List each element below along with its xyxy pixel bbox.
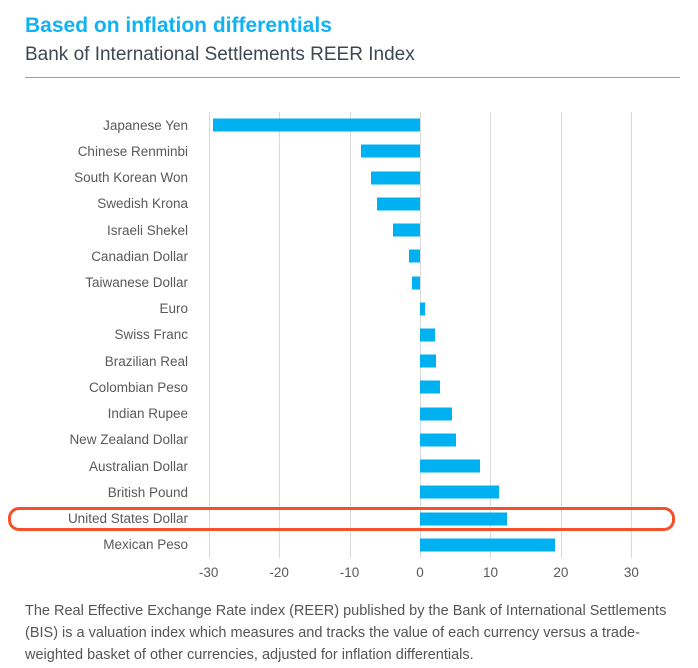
chart-row: Israeli Shekel: [0, 217, 698, 243]
plot-area: Japanese Yen Chinese Renminbi South Korean…: [0, 112, 698, 558]
chart-row: Taiwanese Dollar: [0, 269, 698, 295]
chart-row: Indian Rupee: [0, 401, 698, 427]
bar-track: [196, 269, 668, 295]
gridline: [631, 112, 633, 558]
bar-track: [196, 532, 668, 558]
chart-row: Canadian Dollar: [0, 243, 698, 269]
row-label: New Zealand Dollar: [69, 432, 188, 448]
bar-track: [196, 191, 668, 217]
x-tick-label: 0: [416, 565, 424, 580]
bar: [420, 538, 555, 552]
x-tick-label: -30: [198, 565, 219, 580]
bar: [392, 223, 421, 237]
row-label: Swedish Krona: [97, 196, 188, 212]
gridline: [560, 112, 562, 558]
bar: [420, 354, 437, 368]
bar-track: [196, 322, 668, 348]
row-label: Taiwanese Dollar: [85, 275, 188, 291]
row-label: Chinese Renminbi: [77, 143, 188, 159]
gridline: [279, 112, 281, 558]
bar-track: [196, 138, 668, 164]
x-tick-label: -20: [269, 565, 289, 580]
x-tick-label: -10: [339, 565, 360, 580]
footnote: The Real Effective Exchange Rate index (…: [25, 603, 667, 663]
bar-track: [196, 348, 668, 374]
bar: [420, 459, 480, 473]
row-label: Brazilian Real: [104, 353, 188, 369]
bar: [420, 485, 499, 499]
row-label: South Korean Won: [74, 170, 188, 186]
chart-row: New Zealand Dollar: [0, 427, 698, 453]
row-label: Canadian Dollar: [91, 248, 188, 264]
bar-track: [196, 296, 668, 322]
chart-row: Brazilian Real: [0, 348, 698, 374]
bar-track: [196, 427, 668, 453]
bar-track: [196, 453, 668, 479]
bar-track: [196, 217, 668, 243]
x-axis: -30 -20 -10 0 10 20 30: [196, 558, 668, 584]
chart-row: Australian Dollar: [0, 453, 698, 479]
chart-subtitle: Bank of International Settlements REER I…: [25, 44, 415, 65]
bar: [370, 171, 421, 185]
bar: [212, 118, 421, 132]
x-tick-label: 30: [623, 565, 639, 580]
chart-row: Chinese Renminbi: [0, 138, 698, 164]
chart-header: Based on inflation differentials Bank of…: [0, 0, 698, 78]
row-label: Swiss Franc: [114, 327, 188, 343]
chart-row: United States Dollar: [0, 506, 698, 532]
bar-track: [196, 112, 668, 138]
bar-track: [196, 164, 668, 190]
row-label: Israeli Shekel: [106, 222, 188, 238]
chart-row: Euro: [0, 296, 698, 322]
row-label: Australian Dollar: [88, 458, 188, 474]
bar: [412, 276, 420, 290]
chart-row: Swiss Franc: [0, 322, 698, 348]
gridline: [490, 112, 492, 558]
bar-track: [196, 243, 668, 269]
row-label: British Pound: [107, 484, 188, 500]
gridline: [208, 112, 210, 558]
chart-title: Based on inflation differentials: [25, 14, 332, 37]
bar: [420, 328, 435, 342]
bar-track: [196, 374, 668, 400]
bar: [377, 197, 421, 211]
bar: [420, 407, 453, 421]
chart-row: Japanese Yen: [0, 112, 698, 138]
bar: [360, 144, 421, 158]
bar: [420, 433, 456, 447]
gridline: [349, 112, 351, 558]
row-label: Euro: [159, 301, 188, 317]
row-label: United States Dollar: [67, 511, 188, 527]
header-divider: [25, 77, 680, 78]
bar: [420, 380, 441, 394]
chart-row: Swedish Krona: [0, 191, 698, 217]
chart-row: Colombian Peso: [0, 374, 698, 400]
bar-track: [196, 479, 668, 505]
chart-row: British Pound: [0, 479, 698, 505]
row-label: Japanese Yen: [103, 117, 188, 133]
bar: [408, 249, 421, 263]
bar-track: [196, 506, 668, 532]
bar: [420, 302, 425, 316]
reer-bar-chart: Japanese Yen Chinese Renminbi South Korean…: [0, 112, 698, 584]
row-label: Mexican Peso: [103, 537, 188, 553]
bar: [420, 512, 508, 526]
chart-row: Mexican Peso: [0, 532, 698, 558]
x-tick-label: 10: [482, 565, 498, 580]
bar-track: [196, 401, 668, 427]
chart-row: South Korean Won: [0, 164, 698, 190]
row-label: Indian Rupee: [107, 406, 188, 422]
row-label: Colombian Peso: [88, 379, 188, 395]
x-tick-label: 20: [553, 565, 569, 580]
